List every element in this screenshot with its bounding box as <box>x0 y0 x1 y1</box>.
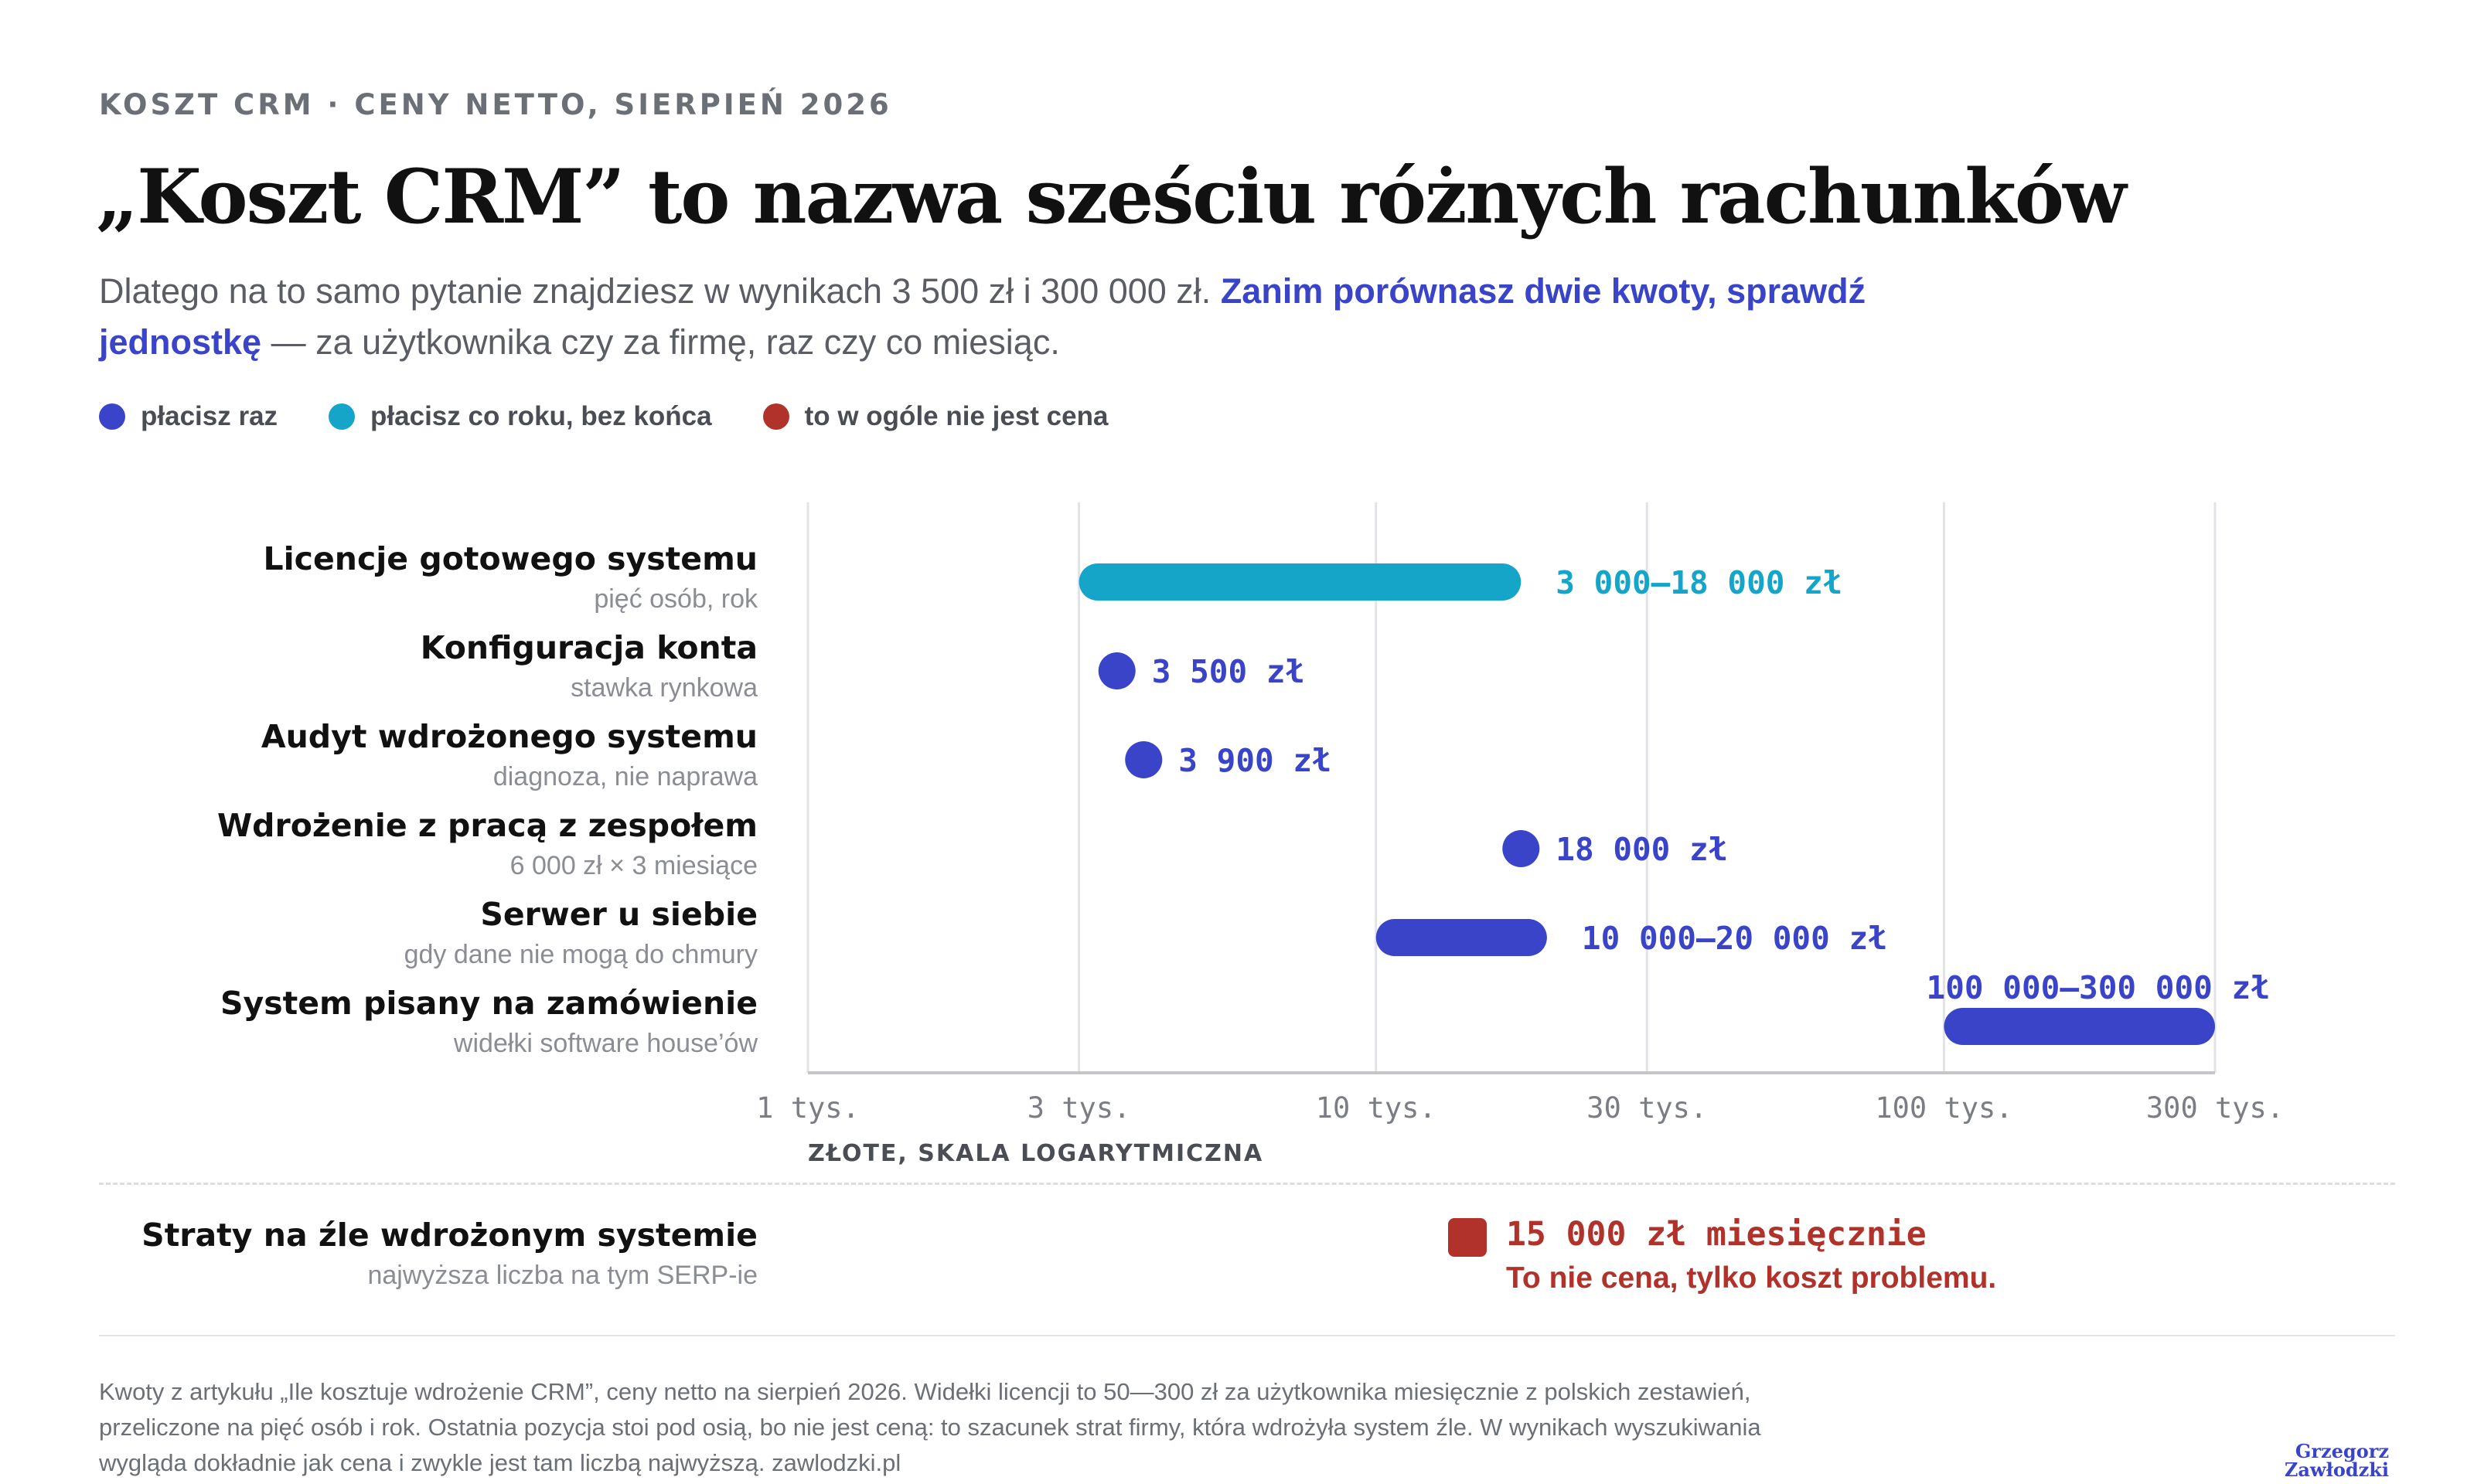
legend-label-once: płacisz raz <box>141 401 278 431</box>
row-subtitle: diagnoza, nie naprawa <box>492 762 758 791</box>
row-label-losses: Straty na źle wdrożonym systemie najwyżs… <box>141 1213 758 1294</box>
row-subtitle: 6 000 zł × 3 miesiące <box>509 851 758 880</box>
kicker: KOSZT CRM · CENY NETTO, SIERPIEŃ 2026 <box>99 88 892 121</box>
author-logo: Grzegorz Zawłodzki <box>2285 1442 2389 1479</box>
value-label: 10 000–20 000 zł <box>1582 920 1887 957</box>
logo-line-1: Grzegorz <box>2295 1440 2389 1462</box>
x-tick-label: 10 tys. <box>1316 1091 1436 1125</box>
dashed-divider <box>99 1183 2395 1185</box>
point-marker <box>1098 652 1136 689</box>
row-title: System pisany na zamówienie <box>220 985 758 1022</box>
page-title: „Koszt CRM” to nazwa sześciu różnych rac… <box>96 153 2127 240</box>
row-label-licenses: Licencje gotowego systemu pięć osób, rok <box>263 537 758 618</box>
row-title: Licencje gotowego systemu <box>263 540 758 577</box>
losses-subtitle: najwyższa liczba na tym SERP-ie <box>367 1261 758 1290</box>
row-label-configuration: Konfiguracja konta stawka rynkowa <box>421 626 758 706</box>
losses-title: Straty na źle wdrożonym systemie <box>141 1217 758 1254</box>
legend-label-yearly: płacisz co roku, bez końca <box>370 401 712 431</box>
x-tick-label: 100 tys. <box>1875 1091 2012 1125</box>
point-marker <box>1502 830 1540 867</box>
row-title: Serwer u siebie <box>480 896 758 933</box>
value-label: 3 000–18 000 zł <box>1556 564 1842 601</box>
row-subtitle: gdy dane nie mogą do chmury <box>404 940 758 969</box>
row-title: Wdrożenie z pracą z zespołem <box>216 807 758 844</box>
row-label-audit: Audyt wdrożonego systemu diagnoza, nie n… <box>261 715 758 795</box>
row-label-custom-system: System pisany na zamówienie widełki soft… <box>220 982 758 1062</box>
value-label: 100 000–300 000 zł <box>1927 969 2270 1006</box>
legend-dot-once <box>99 403 125 430</box>
losses-value: 15 000 zł miesięcznie <box>1506 1215 1927 1254</box>
legend-dot-not-price <box>762 403 789 430</box>
legend-dot-yearly <box>329 403 356 430</box>
legend-item-once: płacisz raz <box>99 401 278 432</box>
value-label: 3 900 zł <box>1178 742 1331 779</box>
legend-label-not-price: to w ogóle nie jest cena <box>804 401 1109 431</box>
x-axis-title: ZŁOTE, SKALA LOGARYTMICZNA <box>808 1140 1263 1167</box>
subtitle-highlight: Zanim porównasz dwie kwoty, sprawdź jedn… <box>99 271 1866 362</box>
x-tick-label: 3 tys. <box>1027 1091 1131 1125</box>
value-label: 18 000 zł <box>1556 831 1727 868</box>
losses-note: To nie cena, tylko koszt problemu. <box>1506 1261 1997 1295</box>
legend: płacisz raz płacisz co roku, bez końca t… <box>99 397 1159 436</box>
x-tick-label: 30 tys. <box>1586 1091 1707 1125</box>
footer-divider <box>99 1335 2395 1336</box>
row-subtitle: widełki software house’ów <box>453 1029 758 1058</box>
subtitle-text-2: — za użytkownika czy za firmę, raz czy c… <box>261 322 1060 362</box>
subtitle-text-1: Dlatego na to samo pytanie znajdziesz w … <box>99 271 1221 311</box>
row-title: Konfiguracja konta <box>420 629 758 666</box>
logo-line-2: Zawłodzki <box>2284 1458 2389 1481</box>
row-label-server: Serwer u siebie gdy dane nie mogą do chm… <box>404 893 758 973</box>
subtitle: Dlatego na to samo pytanie znajdziesz w … <box>99 266 1954 368</box>
legend-item-yearly: płacisz co roku, bez końca <box>329 401 712 432</box>
footnote: Kwoty z artykułu „Ile kosztuje wdrożenie… <box>99 1378 1761 1476</box>
row-label-implementation: Wdrożenie z pracą z zespołem 6 000 zł × … <box>217 804 758 884</box>
row-subtitle: pięć osób, rok <box>594 584 758 614</box>
value-label: 3 500 zł <box>1152 653 1304 690</box>
losses-marker <box>1448 1218 1487 1257</box>
row-title: Audyt wdrożonego systemu <box>261 718 758 755</box>
x-tick-label: 1 tys. <box>756 1091 860 1125</box>
x-tick-label: 300 tys. <box>2146 1091 2284 1125</box>
legend-item-not-price: to w ogóle nie jest cena <box>762 401 1109 432</box>
point-marker <box>1125 741 1163 778</box>
row-subtitle: stawka rynkowa <box>571 673 758 703</box>
